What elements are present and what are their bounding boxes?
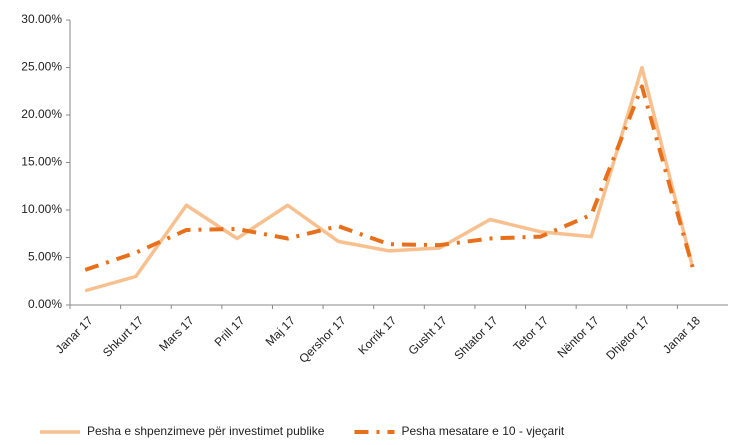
y-tick-label: 5.00% <box>28 250 62 264</box>
x-tick-label: Shtator 17 <box>451 313 500 362</box>
series-line <box>84 65 695 293</box>
legend-label: Pesha mesatare e 10 - vjeçarit <box>401 424 564 438</box>
x-tick-label: Qershor 17 <box>296 313 349 366</box>
y-tick-label: 25.00% <box>21 60 62 74</box>
y-tick-label: 15.00% <box>21 155 62 169</box>
x-tick-label: Mars 17 <box>156 313 197 354</box>
x-tick-label: Gusht 17 <box>406 313 451 358</box>
series-line <box>84 84 695 272</box>
legend-label: Pesha e shpenzimeve për investimet publi… <box>87 424 325 438</box>
y-tick-label: 0.00% <box>28 297 62 311</box>
x-tick-label: Janar 18 <box>660 313 703 356</box>
x-tick-label: Shkurt 17 <box>100 313 146 359</box>
x-tick-label: Maj 17 <box>263 313 299 349</box>
x-tick-label: Tetor 17 <box>511 313 552 354</box>
y-tick-label: 30.00% <box>21 12 62 26</box>
x-tick-label: Dhjetor 17 <box>603 313 652 362</box>
x-tick-label: Nëntor 17 <box>555 313 602 360</box>
x-tick-label: Korrik 17 <box>355 313 399 357</box>
x-tick-label: Janar 17 <box>53 313 96 356</box>
y-tick-label: 10.00% <box>21 202 62 216</box>
y-tick-label: 20.00% <box>21 107 62 121</box>
x-tick-label: Prill 17 <box>212 313 248 349</box>
